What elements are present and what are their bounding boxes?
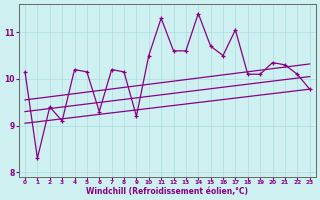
X-axis label: Windchill (Refroidissement éolien,°C): Windchill (Refroidissement éolien,°C) [86, 187, 248, 196]
